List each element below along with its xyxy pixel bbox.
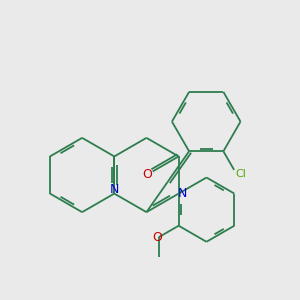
Text: Cl: Cl [236, 169, 246, 179]
Text: N: N [178, 187, 188, 200]
Text: O: O [143, 168, 153, 181]
Text: N: N [110, 184, 119, 196]
Text: O: O [152, 231, 162, 244]
